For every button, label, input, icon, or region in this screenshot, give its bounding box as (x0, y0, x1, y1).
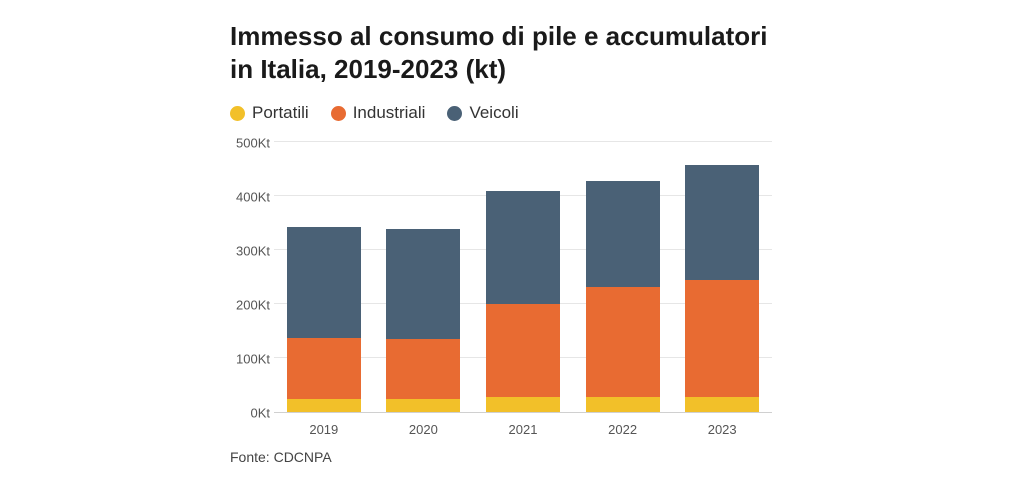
legend-item-portatili: Portatili (230, 103, 309, 123)
x-tick: 2020 (409, 422, 438, 437)
legend-label: Veicoli (469, 103, 518, 123)
bar-2023 (685, 143, 759, 412)
y-tick: 100Kt (230, 352, 270, 367)
x-tick: 2023 (708, 422, 737, 437)
seg-industriali (685, 280, 759, 397)
seg-veicoli (586, 181, 660, 287)
bars-container (274, 143, 772, 412)
seg-portatili (386, 399, 460, 412)
seg-industriali (287, 338, 361, 398)
seg-veicoli (386, 229, 460, 339)
plot-area (274, 143, 772, 413)
legend-label: Portatili (252, 103, 309, 123)
legend-item-industriali: Industriali (331, 103, 426, 123)
seg-portatili (685, 397, 759, 412)
y-tick: 500Kt (230, 136, 270, 151)
source-label: Fonte: CDCNPA (230, 449, 1020, 465)
seg-industriali (486, 304, 560, 397)
bar-2021 (486, 143, 560, 412)
legend-swatch-portatili (230, 106, 245, 121)
y-tick: 300Kt (230, 244, 270, 259)
seg-veicoli (685, 165, 759, 281)
seg-portatili (486, 397, 560, 412)
gridline (274, 141, 772, 142)
chart-title: Immesso al consumo di pile e accumulator… (230, 20, 770, 85)
y-tick: 400Kt (230, 190, 270, 205)
seg-portatili (586, 397, 660, 412)
y-tick: 0Kt (230, 406, 270, 421)
bar-2020 (386, 143, 460, 412)
bar-2022 (586, 143, 660, 412)
legend: Portatili Industriali Veicoli (230, 103, 1020, 123)
seg-industriali (386, 339, 460, 398)
bar-2019 (287, 143, 361, 412)
y-tick: 200Kt (230, 298, 270, 313)
x-tick: 2022 (608, 422, 637, 437)
seg-veicoli (287, 227, 361, 338)
seg-veicoli (486, 191, 560, 304)
x-tick: 2019 (309, 422, 338, 437)
legend-label: Industriali (353, 103, 426, 123)
x-tick: 2021 (509, 422, 538, 437)
legend-item-veicoli: Veicoli (447, 103, 518, 123)
legend-swatch-industriali (331, 106, 346, 121)
seg-industriali (586, 287, 660, 397)
chart-area: 500Kt 400Kt 300Kt 200Kt 100Kt 0Kt (230, 137, 772, 437)
legend-swatch-veicoli (447, 106, 462, 121)
seg-portatili (287, 399, 361, 412)
